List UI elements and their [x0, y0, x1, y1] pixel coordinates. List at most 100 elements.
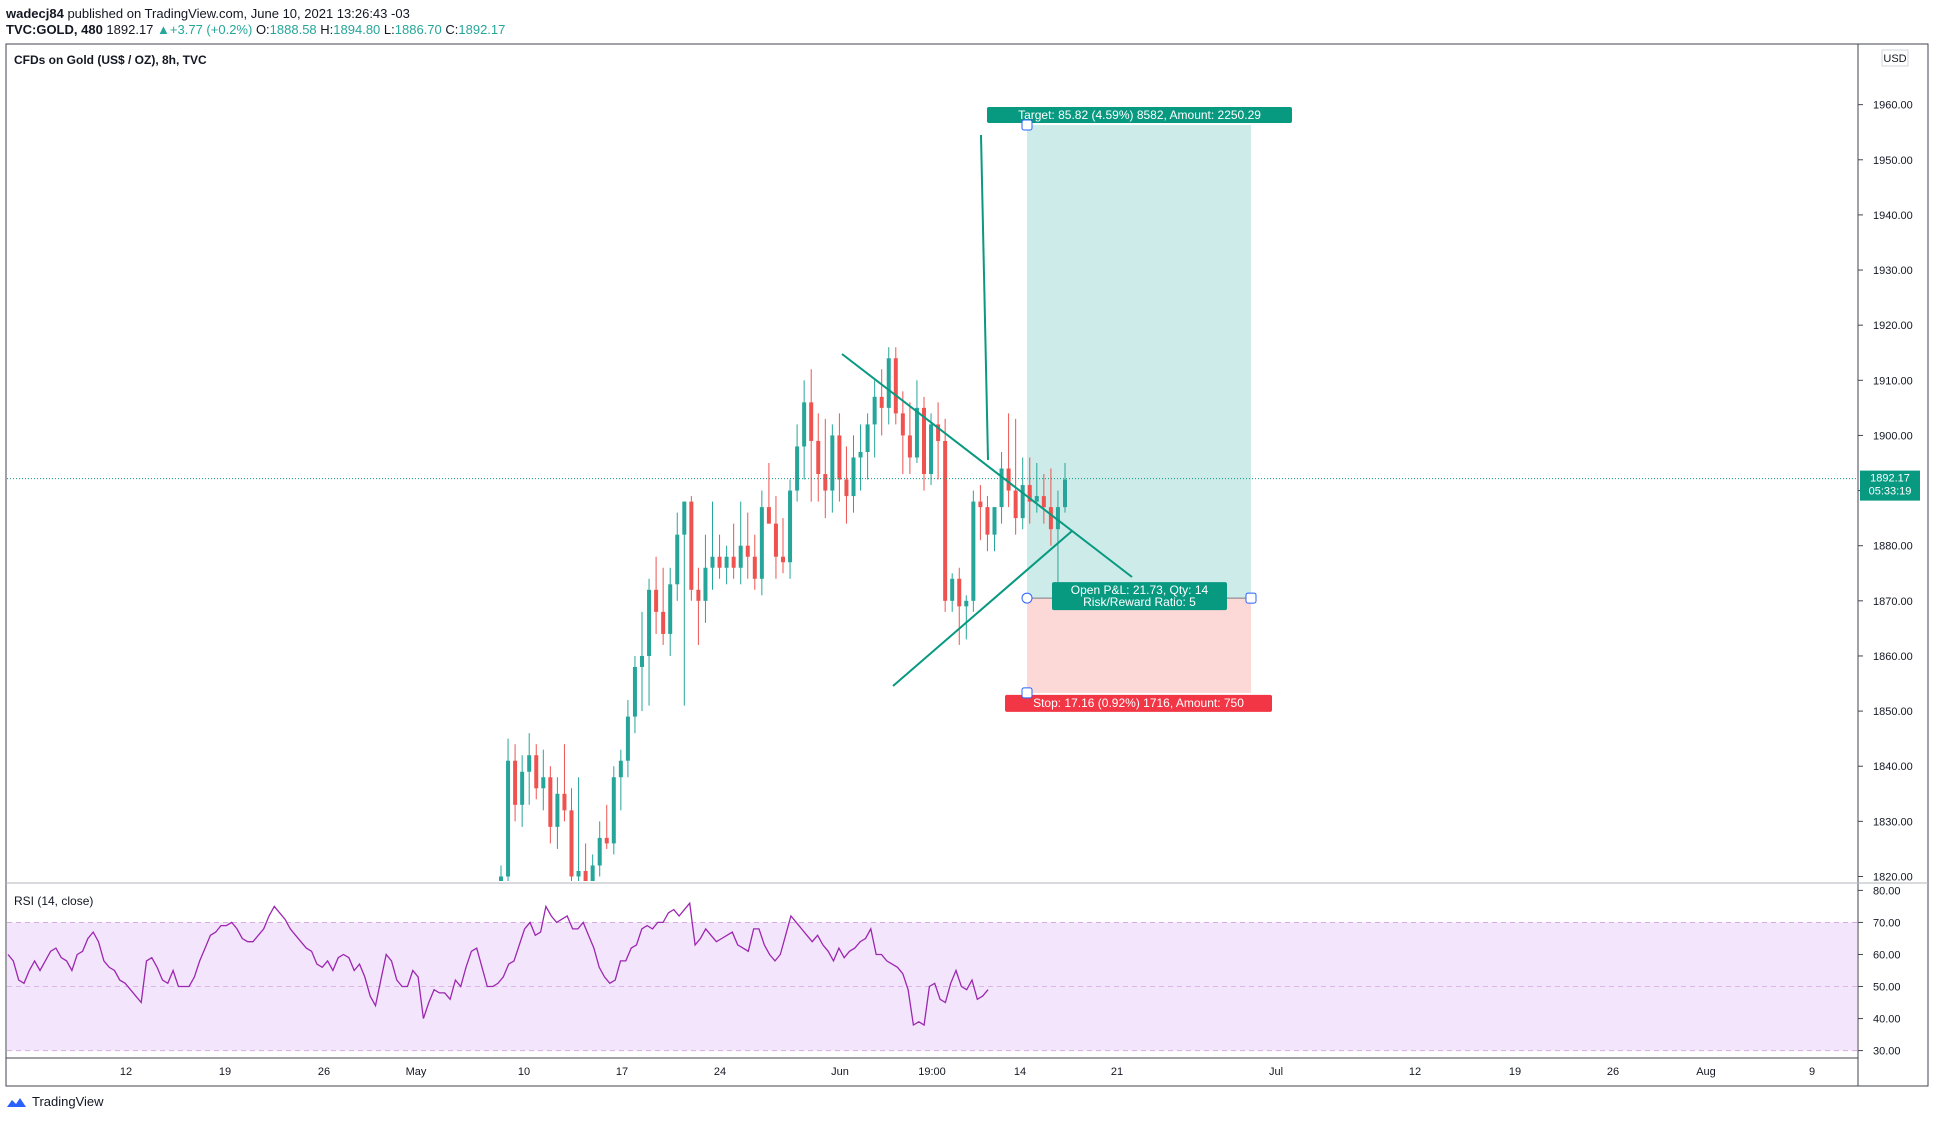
candle-body: [781, 556, 785, 563]
price-tick-label: 1870.00: [1873, 596, 1913, 608]
price-tick-label: 1940.00: [1873, 210, 1913, 222]
candle-body: [583, 870, 588, 881]
price-tick-label: 1960.00: [1873, 100, 1913, 112]
price-tick-label: 1930.00: [1873, 265, 1913, 277]
candle-body: [654, 589, 659, 612]
candle-body: [625, 716, 630, 761]
rsi-tick-label: 40.00: [1873, 1014, 1901, 1026]
price-tick-label: 1840.00: [1873, 761, 1913, 773]
candle-body: [682, 501, 687, 535]
entry-right-handle[interactable]: [1245, 592, 1257, 604]
candle-body: [900, 413, 905, 436]
candle-body: [513, 760, 518, 805]
rsi-tick-label: 60.00: [1873, 949, 1901, 961]
candle-body: [745, 545, 750, 557]
candle-body: [576, 870, 581, 877]
candle-body: [534, 755, 539, 789]
price-tick-label: 1820.00: [1873, 871, 1913, 883]
candle-body: [703, 567, 708, 601]
candle-body: [1020, 485, 1025, 519]
close-value: 1892.17: [458, 22, 506, 37]
candle-body: [1048, 507, 1053, 530]
candle-body: [950, 578, 955, 601]
stop-label[interactable]: Stop: 17.16 (0.92%) 1716, Amount: 750: [1005, 694, 1272, 712]
price-tick-label: 1950.00: [1873, 155, 1913, 167]
price-axis-ticks: 1820.00 1830.00 1840.00 1850.00 1860.00 1870.…: [1858, 100, 1913, 883]
pane-title: CFDs on Gold (US$ / OZ), 8h, TVC: [14, 53, 207, 67]
time-tick-label: 19: [1509, 1066, 1521, 1078]
projection-line[interactable]: [980, 134, 989, 461]
footer[interactable]: TradingView: [6, 1094, 104, 1109]
candle-body: [1055, 507, 1060, 530]
time-tick-label: Jun: [831, 1066, 849, 1078]
time-tick-label: 24: [714, 1066, 726, 1078]
candle-body: [548, 777, 553, 827]
symbol-label: TVC:GOLD, 480: [6, 22, 103, 37]
candle-body: [632, 666, 637, 717]
low-value: 1886.70: [394, 22, 442, 37]
candle-body: [738, 545, 743, 568]
candle-body: [541, 777, 546, 789]
candle-body: [795, 446, 800, 491]
chart-frame: [5, 43, 1929, 1087]
candle-body: [907, 435, 912, 458]
position-zones[interactable]: [1027, 125, 1251, 693]
candle-body: [788, 490, 793, 563]
ohlc-header: TVC:GOLD, 480 1892.17 ▲+3.77 (+0.2%) O:1…: [6, 22, 505, 37]
candle-body: [999, 468, 1004, 508]
time-tick-label: 9: [1809, 1066, 1815, 1078]
candle-body: [879, 396, 884, 408]
trendline-drawings[interactable]: [841, 134, 1133, 687]
price-tick-label: 1880.00: [1873, 541, 1913, 553]
candle-body: [520, 771, 525, 805]
candle-body: [640, 655, 644, 667]
rsi-band: [7, 922, 1857, 1051]
candle-body: [809, 402, 814, 441]
candle-body: [1027, 485, 1032, 502]
candle-body: [893, 358, 898, 414]
price-tag-countdown: 05:33:19: [1869, 486, 1912, 498]
target-handle[interactable]: [1021, 119, 1033, 131]
rsi-tick-label: 50.00: [1873, 982, 1901, 994]
candle-body: [569, 810, 574, 877]
candle-body: [1034, 496, 1039, 502]
rsi-title: RSI (14, close): [14, 894, 93, 908]
target-label[interactable]: Target: 85.82 (4.59%) 8582, Amount: 2250…: [987, 107, 1292, 124]
currency-button[interactable]: USD: [1881, 49, 1909, 67]
change-value: +3.77 (+0.2%): [169, 22, 253, 37]
candle-body: [1006, 468, 1011, 491]
open-label: O:: [255, 22, 270, 37]
time-tick-label: 21: [1111, 1066, 1123, 1078]
last-price: 1892.17: [106, 22, 154, 37]
high-label: H:: [320, 22, 334, 37]
candle-body: [590, 865, 595, 881]
tradingview-logo-icon: [7, 1097, 26, 1107]
price-tag-value: 1892.17: [1870, 473, 1910, 485]
high-value: 1894.80: [333, 22, 381, 37]
lower-trendline[interactable]: [892, 530, 1073, 687]
candle-body: [865, 424, 870, 452]
candle-body: [985, 507, 990, 535]
candle-body: [802, 402, 807, 447]
candle-body: [731, 556, 736, 568]
price-tick-label: 1850.00: [1873, 706, 1913, 718]
candle-body: [816, 440, 821, 475]
price-tick-label: 1900.00: [1873, 430, 1913, 442]
upper-trendline[interactable]: [841, 353, 1133, 578]
candle-body: [830, 435, 835, 491]
candle-body: [844, 479, 849, 497]
candle-body: [618, 760, 623, 778]
stop-zone[interactable]: [1027, 598, 1251, 693]
position-labels[interactable]: Target: 85.82 (4.59%) 8582, Amount: 2250…: [987, 107, 1292, 712]
candle-body: [936, 424, 941, 441]
pnl-label-text: Risk/Reward Ratio: 5: [1083, 595, 1196, 609]
time-tick-label: 17: [616, 1066, 628, 1078]
target-zone[interactable]: [1027, 125, 1251, 599]
time-tick-label: 26: [318, 1066, 330, 1078]
entry-handle[interactable]: [1021, 592, 1033, 604]
stop-handle[interactable]: [1021, 687, 1033, 699]
price-tick-label: 1830.00: [1873, 816, 1913, 828]
candle-body: [717, 556, 722, 568]
